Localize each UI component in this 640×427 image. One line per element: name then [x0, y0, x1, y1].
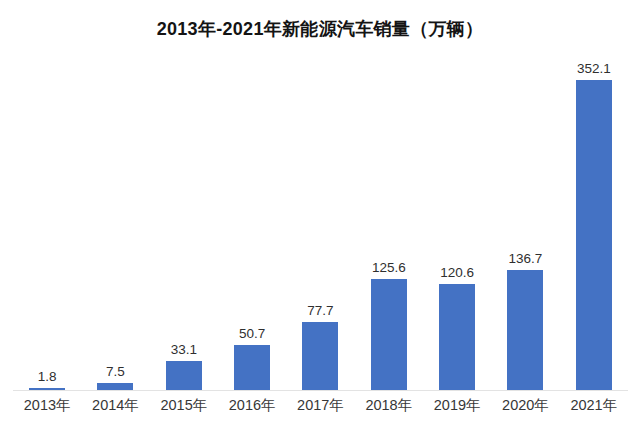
- bar-column: 120.6: [423, 265, 491, 390]
- x-axis-label: 2020年: [491, 396, 559, 415]
- x-axis-label: 2018年: [355, 396, 423, 415]
- bar-value-label: 50.7: [239, 326, 265, 341]
- bar-value-label: 77.7: [307, 303, 333, 318]
- x-axis-label: 2014年: [81, 396, 149, 415]
- bar-value-label: 125.6: [372, 260, 406, 275]
- chart-title: 2013年-2021年新能源汽车销量（万辆）: [0, 17, 640, 41]
- x-axis-label: 2019年: [423, 396, 491, 415]
- bar: [439, 284, 475, 390]
- bar-value-label: 7.5: [106, 364, 125, 379]
- bar: [97, 383, 133, 390]
- x-axis-line: [13, 390, 628, 391]
- bar-value-label: 120.6: [440, 265, 474, 280]
- x-axis-label: 2021年: [560, 396, 628, 415]
- bar: [166, 361, 202, 390]
- bar-column: 125.6: [355, 260, 423, 390]
- bar: [234, 345, 270, 390]
- x-axis-label: 2016年: [218, 396, 286, 415]
- bar-column: 77.7: [286, 303, 354, 390]
- bar-value-label: 1.8: [38, 369, 57, 384]
- bar-column: 33.1: [150, 342, 218, 390]
- x-axis: 2013年2014年2015年2016年2017年2018年2019年2020年…: [13, 396, 628, 415]
- bar: [302, 322, 338, 390]
- bar-column: 136.7: [491, 251, 559, 390]
- bar: [576, 80, 612, 390]
- x-axis-label: 2013年: [13, 396, 81, 415]
- x-axis-label: 2015年: [150, 396, 218, 415]
- plot-area: 1.8 7.5 33.1 50.7 77.7 125.6 120.6 136.7 352.1: [13, 58, 628, 390]
- bar-column: 7.5: [81, 364, 149, 390]
- bar-value-label: 136.7: [509, 251, 543, 266]
- bar: [507, 270, 543, 390]
- bar-value-label: 33.1: [171, 342, 197, 357]
- bar: [371, 279, 407, 390]
- bar-column: 1.8: [13, 369, 81, 390]
- bar-value-label: 352.1: [577, 61, 611, 76]
- x-axis-label: 2017年: [286, 396, 354, 415]
- bar-column: 50.7: [218, 326, 286, 390]
- bar-column: 352.1: [560, 61, 628, 390]
